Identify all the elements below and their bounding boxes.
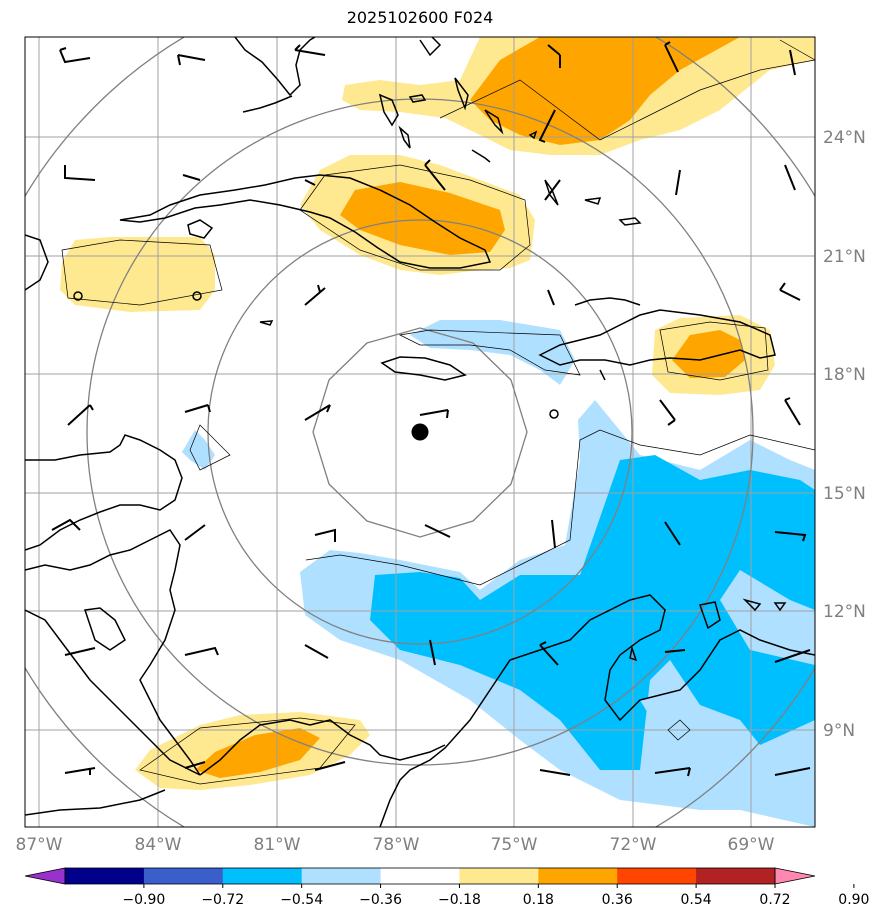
colorbar-segment [538, 868, 618, 884]
colorbar-segment [696, 868, 776, 884]
colorbar-tick-label: −0.18 [438, 892, 481, 908]
colorbar-segment [380, 868, 460, 884]
range-ring-inner [312, 327, 528, 538]
cuba-coast [119, 174, 492, 269]
colorbar-tick-label: 0.18 [523, 892, 554, 908]
lat-tick-labels: 24°N 21°N 18°N 15°N 12°N 9°N [823, 128, 866, 741]
neg-anomaly-light-region [182, 430, 215, 470]
lon-tick-label: 75°W [491, 835, 538, 855]
colorbar-tick-label: 0.36 [602, 892, 633, 908]
pos-anomaly-mid-region [195, 728, 320, 778]
wind-barbs [51, 41, 811, 777]
central-america-coast [25, 234, 49, 291]
jamaica-coast [380, 356, 467, 381]
colorbar-segment [65, 868, 145, 884]
colorbar-segment [617, 868, 697, 884]
pos-anomaly-mid-region [470, 37, 740, 145]
map-frame [24, 36, 816, 828]
lon-tick-label: 87°W [16, 835, 63, 855]
florida-coast [234, 37, 316, 97]
map-title: 2025102600 F024 [346, 8, 494, 27]
colorbar-extend-high [774, 867, 816, 885]
colorbar-tick-label: 0.54 [681, 892, 712, 908]
hispaniola-coast [538, 309, 776, 366]
neg-anomaly-light-inset [640, 690, 690, 730]
lat-tick-label: 9°N [823, 721, 855, 741]
storm-center-marker [411, 423, 429, 441]
anomaly-fields [60, 37, 815, 827]
colorbar-segment [459, 868, 539, 884]
lon-tick-labels: 87°W 84°W 81°W 78°W 75°W 72°W 69°W [16, 835, 775, 855]
colorbar-tick-label: −0.54 [280, 892, 323, 908]
range-ring-mid [207, 219, 633, 645]
pos-anomaly-mid-region [340, 182, 505, 255]
colorbar-tick-label: −0.72 [201, 892, 244, 908]
colorbar-tick-label: −0.36 [359, 892, 402, 908]
lat-tick-label: 21°N [823, 247, 866, 267]
coastlines [25, 37, 815, 827]
pos-anomaly-mid-region [672, 330, 745, 378]
neg-anomaly-mid-region [370, 455, 815, 770]
colorbar: −0.90 −0.72 −0.54 −0.36 −0.18 0.18 0.36 0.54 0.7… [24, 867, 869, 908]
colorbar-segment [301, 868, 382, 884]
colorbar-outline [64, 867, 776, 885]
pos-anomaly-light-region [60, 237, 215, 312]
graticule [25, 37, 815, 827]
lat-tick-label: 24°N [823, 128, 866, 148]
south-america-coast [379, 594, 815, 827]
lon-tick-label: 84°W [135, 835, 182, 855]
lon-tick-label: 78°W [373, 835, 420, 855]
lon-tick-label: 72°W [610, 835, 657, 855]
lat-tick-label: 18°N [823, 365, 866, 385]
lon-tick-label: 69°W [728, 835, 775, 855]
lat-tick-label: 12°N [823, 602, 866, 622]
colorbar-segment [143, 868, 224, 884]
lat-tick-label: 15°N [823, 484, 866, 504]
lon-tick-label: 81°W [254, 835, 301, 855]
colorbar-segment [222, 868, 303, 884]
colorbar-tick-label: 0.72 [759, 892, 790, 908]
contour-outlines [61, 39, 815, 785]
colorbar-extend-low [24, 867, 66, 885]
colorbar-tick-label: −0.90 [122, 892, 165, 908]
neg-anomaly-light-region [410, 320, 575, 385]
colorbar-tick-label: 0.90 [838, 892, 869, 908]
